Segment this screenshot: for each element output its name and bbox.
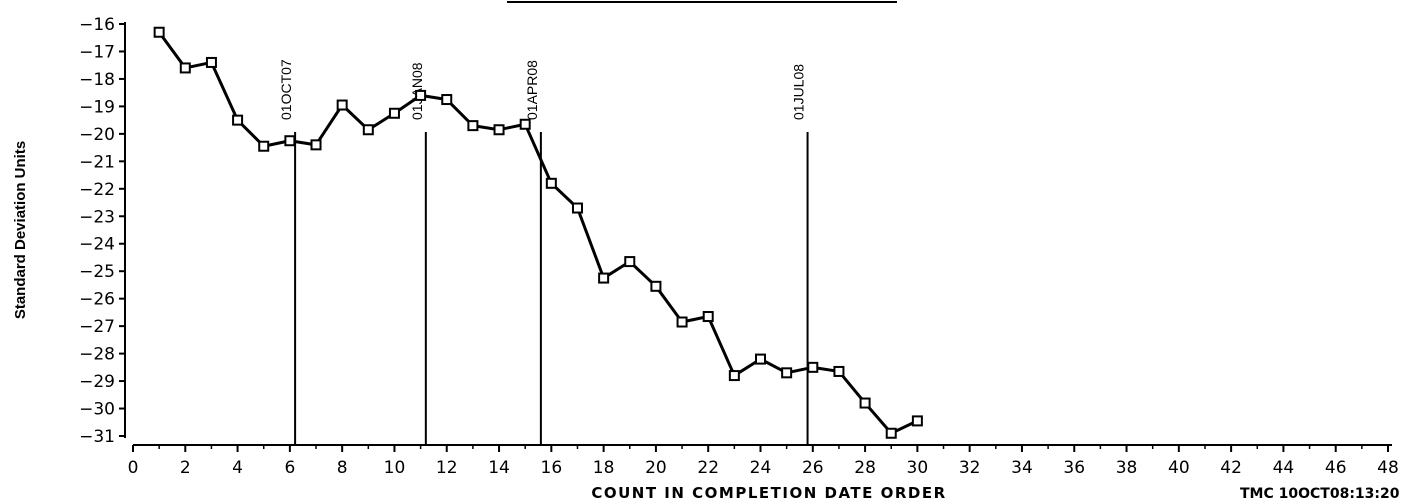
x-tick-label: 2	[180, 458, 191, 478]
data-point	[624, 256, 636, 268]
x-tick-label: 42	[1220, 458, 1242, 478]
reference-line-label: 01APR08	[524, 60, 540, 120]
y-tick-label: −25	[79, 262, 115, 282]
y-tick-label: −27	[79, 317, 115, 337]
y-axis-label: Standard Deviation Units	[12, 141, 29, 319]
x-tick-label: 46	[1325, 458, 1347, 478]
x-tick-label: 44	[1273, 458, 1295, 478]
x-tick-label: 6	[284, 458, 295, 478]
x-tick-label: 34	[1011, 458, 1033, 478]
x-axis-label: COUNT IN COMPLETION DATE ORDER	[591, 484, 946, 501]
data-point	[467, 120, 479, 132]
data-point	[571, 202, 583, 214]
x-tick-label: 28	[854, 458, 876, 478]
x-tick-label: 10	[384, 458, 406, 478]
data-point	[388, 107, 400, 119]
data-point	[728, 370, 740, 382]
data-point	[755, 353, 766, 365]
data-point	[232, 114, 244, 126]
x-tick-label: 38	[1116, 458, 1138, 478]
x-tick-label: 8	[337, 458, 348, 478]
x-tick-label: 26	[802, 458, 824, 478]
x-tick-label: 30	[907, 458, 929, 478]
data-point	[284, 135, 296, 147]
data-point	[493, 124, 505, 136]
x-tick-label: 4	[232, 458, 243, 478]
footnote: TMC 10OCT08:13:20	[1240, 486, 1400, 501]
x-tick-label: 20	[645, 458, 667, 478]
y-tick-label: −29	[79, 372, 115, 392]
data-point	[807, 361, 819, 373]
data-point	[885, 427, 897, 439]
x-tick-label: 24	[750, 458, 772, 478]
data-point	[441, 94, 453, 106]
x-tick-label: 18	[593, 458, 615, 478]
reference-line-label: 01JUL08	[791, 64, 807, 120]
x-tick-label: 32	[959, 458, 981, 478]
data-point	[545, 177, 557, 189]
data-point	[415, 89, 427, 101]
x-tick-label: 48	[1377, 458, 1399, 478]
data-point	[310, 139, 322, 151]
data-point	[519, 118, 531, 130]
data-point	[781, 367, 793, 379]
data-point	[336, 99, 348, 111]
y-tick-label: −21	[79, 152, 115, 172]
data-point	[153, 26, 165, 38]
reference-line-label: 01OCT07	[278, 59, 294, 120]
y-tick-label: −20	[79, 125, 115, 145]
data-point	[859, 397, 871, 409]
data-point	[179, 62, 191, 74]
y-tick-label: −19	[79, 97, 115, 117]
x-tick-label: 14	[488, 458, 510, 478]
x-tick-label: 40	[1168, 458, 1190, 478]
y-tick-label: −17	[79, 42, 115, 62]
data-point	[205, 56, 217, 68]
x-tick-label: 0	[128, 458, 139, 478]
data-point	[702, 311, 714, 323]
y-tick-label: −26	[79, 290, 115, 310]
y-tick-label: −31	[79, 427, 115, 447]
data-point	[258, 140, 270, 152]
y-tick-label: −30	[79, 400, 115, 420]
x-tick-label: 16	[541, 458, 563, 478]
y-tick-label: −23	[79, 207, 115, 227]
x-tick-label: 36	[1063, 458, 1085, 478]
data-point	[833, 365, 845, 377]
data-point	[650, 280, 662, 292]
y-tick-label: −22	[79, 180, 115, 200]
y-tick-label: −18	[79, 70, 115, 90]
x-tick-label: 22	[697, 458, 719, 478]
data-point	[911, 415, 923, 427]
y-tick-label: −24	[79, 235, 115, 255]
data-point	[676, 316, 688, 328]
data-point	[362, 124, 374, 136]
y-tick-label: −16	[79, 15, 115, 35]
x-tick-label: 12	[436, 458, 458, 478]
y-tick-label: −28	[79, 345, 115, 365]
data-point	[598, 272, 610, 284]
